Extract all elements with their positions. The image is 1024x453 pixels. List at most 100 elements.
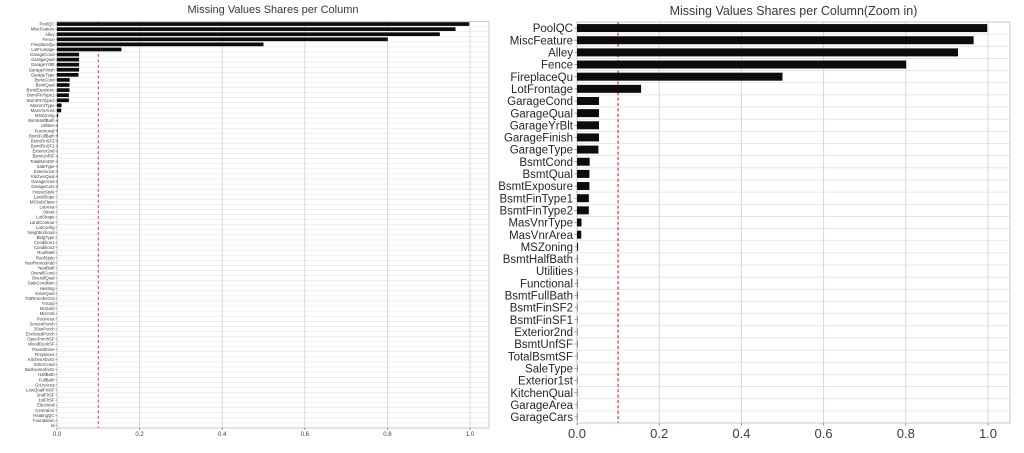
category-label: Id (51, 423, 55, 428)
bar-BsmtFinType1 (57, 93, 69, 98)
x-tick-label: 0.6 (815, 426, 833, 441)
category-label: 3SsnPorch (33, 326, 55, 331)
category-label: Condition2 (34, 245, 55, 250)
category-label: FireplaceQu (510, 72, 573, 84)
category-label: GarageQual (31, 57, 54, 62)
category-label: BsmtFinSF1 (31, 144, 55, 149)
category-label: ScreenPorch (30, 321, 55, 326)
category-label: BsmtExposure (498, 181, 573, 193)
bar-Alley (577, 48, 958, 57)
category-label: MiscVal (40, 311, 55, 316)
category-label: PoolQC (39, 22, 54, 27)
category-label: PoolQC (533, 23, 573, 35)
bar-MSZoning (57, 113, 59, 118)
chart-zoom-title: Missing Values Shares per Column(Zoom in… (670, 4, 918, 18)
category-label: MoSold (40, 306, 55, 311)
category-label: Exterior1st (34, 169, 55, 174)
bar-BsmtExposure (57, 88, 70, 92)
category-label: KitchenQual (510, 388, 573, 400)
bar-MiscFeature (577, 36, 974, 45)
bar-GarageQual (577, 109, 599, 118)
category-label: BsmtFullBath (505, 291, 573, 303)
category-label: MasVnrArea (31, 108, 55, 113)
bar-BsmtHalfBath (57, 118, 58, 123)
category-label: GarageYrBlt (31, 62, 55, 67)
bar-GarageType (57, 73, 79, 77)
category-label: GarageQual (510, 108, 573, 120)
category-label: MSSubClass (30, 199, 55, 204)
bar-GarageYrBlt (57, 62, 80, 67)
category-label: FireplaceQu (31, 42, 55, 47)
bar-Utilities (57, 123, 58, 128)
category-label: YearBuilt (37, 265, 55, 270)
bar-BsmtExposure (577, 182, 590, 191)
category-labels: PoolQCMiscFeatureAlleyFenceFireplaceQuLo… (24, 22, 55, 428)
category-label: 1stFlrSF (38, 398, 55, 403)
bar-MasVnrArea (57, 108, 62, 113)
category-label: GarageType (510, 145, 573, 157)
category-label: BldgType (37, 235, 56, 240)
category-label: BsmtCond (519, 157, 573, 169)
category-label: GarageType (31, 72, 55, 77)
category-label: ExterCond (34, 362, 55, 367)
x-tick-label: 0.8 (897, 426, 915, 441)
bar-MiscFeature (57, 27, 456, 31)
bar-PoolQC (57, 22, 470, 26)
category-label: MiscFeature (510, 35, 573, 47)
category-label: Alley (548, 48, 573, 60)
category-label: GarageCond (30, 52, 55, 57)
category-label: SaleType (37, 164, 56, 169)
category-label: BsmtHalfBath (503, 254, 573, 266)
bar-BsmtFullBath (577, 291, 578, 300)
x-tick-labels: 0.0 0.2 0.4 0.6 0.8 1.0 (53, 432, 475, 438)
x-tick-label: 1.0 (466, 432, 475, 438)
category-label: BsmtUnfSF (33, 154, 55, 159)
category-label: Exterior2nd (33, 149, 56, 154)
category-label: BsmtFinSF1 (510, 315, 573, 327)
category-label: BsmtQual (523, 169, 574, 181)
category-label: 2ndFlrSF (37, 393, 55, 398)
bar-Utilities (577, 267, 578, 276)
y-ticks (55, 23, 57, 426)
bar-BsmtCond (577, 157, 590, 166)
category-label: BsmtFinSF2 (510, 303, 573, 315)
category-label: BsmtFinType1 (27, 93, 55, 98)
category-label: MasVnrType (30, 103, 55, 108)
category-label: MSZoning (521, 242, 573, 254)
bar-GarageQual (57, 57, 80, 62)
category-label: BsmtExposure (27, 88, 56, 93)
x-tick-label: 0.6 (301, 432, 310, 438)
category-label: KitchenAbvGr (28, 357, 55, 362)
x-tick-label: 0.2 (135, 432, 144, 438)
category-label: BsmtFinType1 (500, 193, 574, 205)
x-tick-label: 0.8 (383, 432, 392, 438)
y-ticks (574, 27, 577, 418)
category-label: GrLivArea (35, 382, 55, 387)
category-label: HouseStyle (33, 189, 56, 194)
category-label: LandContour (30, 220, 55, 225)
x-tick-labels: 0.0 0.2 0.4 0.6 0.8 1.0 (568, 426, 997, 441)
category-labels: PoolQCMiscFeatureAlleyFenceFireplaceQuLo… (498, 23, 574, 424)
category-label: LotConfig (36, 225, 55, 230)
category-label: Electrical (37, 403, 54, 408)
category-label: LotArea (39, 205, 55, 210)
category-label: RoofMatl (37, 250, 54, 255)
x-ticks (56, 428, 471, 430)
category-label: BsmtUnfSF (514, 339, 573, 351)
bar-MasVnrType (57, 103, 62, 108)
bar-Functional (57, 128, 58, 133)
category-label: WoodDeckSF (28, 342, 55, 347)
category-label: MSZoning (35, 113, 55, 118)
bar-BsmtCond (57, 78, 70, 82)
category-label: EnclosedPorch (26, 332, 56, 337)
bar-Fence (577, 60, 907, 69)
bar-Alley (57, 32, 440, 37)
category-label: YearRemodAdd (24, 260, 55, 265)
bar-PoolQC (577, 24, 988, 33)
bar-BsmtHalfBath (577, 254, 578, 263)
category-label: Functional (520, 278, 573, 290)
category-label: LowQualFinSF (26, 387, 55, 392)
category-label: BsmtFinType2 (500, 205, 574, 217)
category-label: OverallCond (31, 271, 55, 276)
